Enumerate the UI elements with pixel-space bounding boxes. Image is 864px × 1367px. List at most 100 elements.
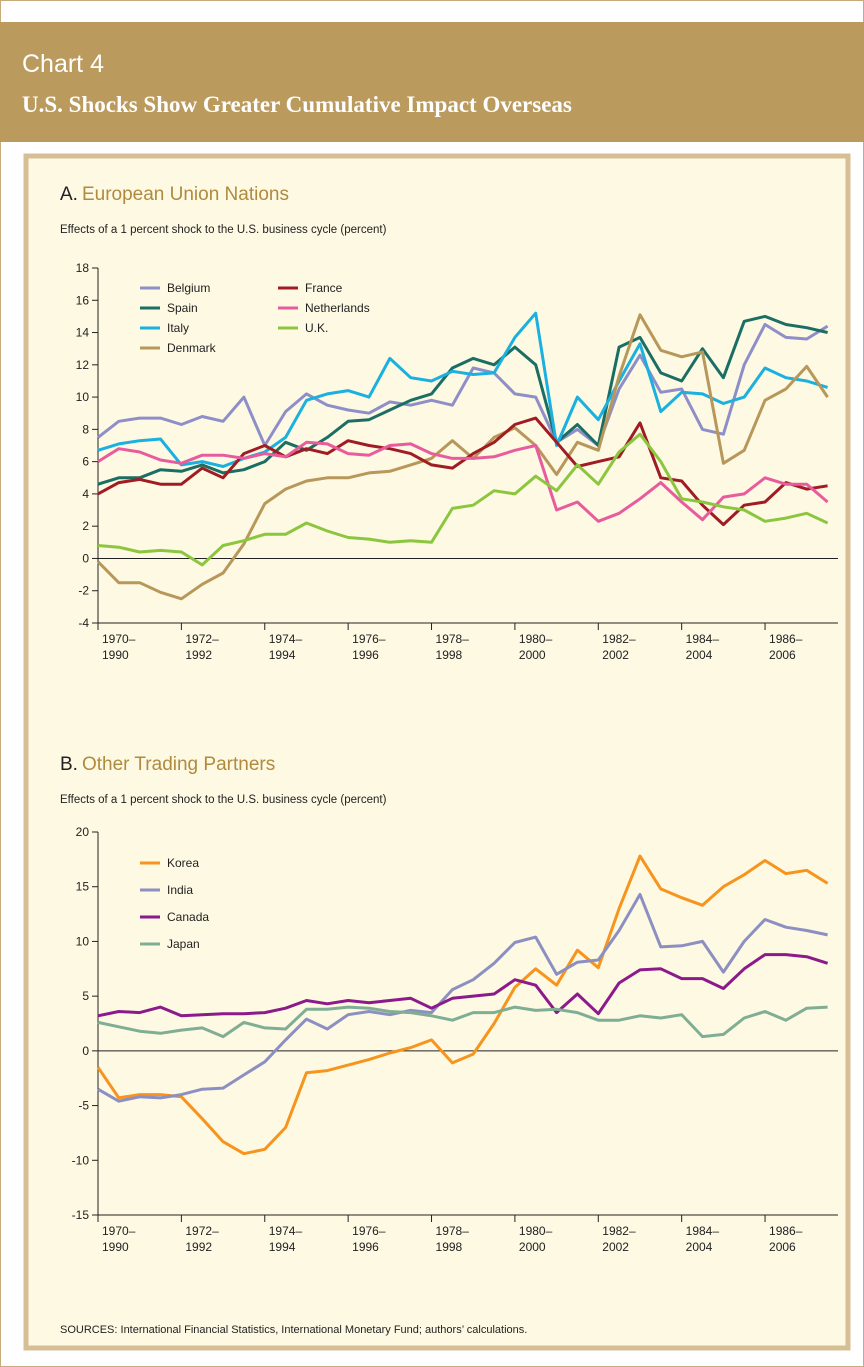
x-tick-label-line: 1974– bbox=[269, 632, 303, 646]
legend-label: Spain bbox=[167, 301, 198, 315]
x-tick-label-line: 1978– bbox=[436, 632, 470, 646]
x-tick-label-line: 1976– bbox=[352, 632, 386, 646]
x-tick-label-line: 1992 bbox=[185, 648, 212, 662]
y-tick-label: 18 bbox=[76, 261, 90, 275]
y-tick-label: 6 bbox=[82, 455, 89, 469]
legend-label: Netherlands bbox=[305, 301, 370, 315]
header-title: U.S. Shocks Show Greater Cumulative Impa… bbox=[22, 92, 572, 117]
legend-label: Canada bbox=[167, 910, 209, 924]
x-tick-label: 1986– 2006 bbox=[769, 1224, 803, 1254]
x-tick-label-line: 1980– bbox=[519, 632, 553, 646]
x-tick-label-line: 1980– bbox=[519, 1224, 553, 1238]
x-tick-label: 1980– 2000 bbox=[519, 632, 553, 662]
header-band bbox=[0, 22, 864, 142]
panel-title: European Union Nations bbox=[82, 184, 289, 205]
series-line bbox=[97, 432, 829, 567]
series-line bbox=[97, 953, 829, 1018]
x-tick-label: 1970– 1990 bbox=[102, 1224, 136, 1254]
x-tick-label: 1974– 1994 bbox=[269, 632, 303, 662]
y-tick-label: 8 bbox=[82, 422, 89, 436]
y-tick-label: 5 bbox=[82, 989, 89, 1003]
series-line bbox=[96, 313, 829, 601]
x-tick-label: 1974– 1994 bbox=[269, 1224, 303, 1254]
x-tick-label: 1982– 2002 bbox=[602, 1224, 636, 1254]
x-tick-label: 1978– 1998 bbox=[436, 632, 470, 662]
x-tick-label-line: 1976– bbox=[352, 1224, 386, 1238]
x-tick-label-line: 1970– bbox=[102, 632, 136, 646]
x-tick-label-line: 1990 bbox=[102, 648, 129, 662]
x-tick-label: 1976– 1996 bbox=[352, 632, 386, 662]
panel-heading: B. Other Trading Partners bbox=[60, 754, 275, 775]
y-tick-label: -10 bbox=[72, 1153, 90, 1167]
x-tick-label-line: 1984– bbox=[686, 1224, 720, 1238]
y-tick-label: -4 bbox=[78, 616, 89, 630]
x-tick-label-line: 1982– bbox=[602, 632, 636, 646]
x-tick-label-line: 1998 bbox=[436, 648, 463, 662]
panel-heading: A. European Union Nations bbox=[60, 184, 289, 205]
x-tick-label-line: 1986– bbox=[769, 632, 803, 646]
x-tick-label-line: 2000 bbox=[519, 1240, 546, 1254]
legend-label: Italy bbox=[167, 321, 189, 335]
series-line bbox=[97, 416, 828, 527]
series-line bbox=[96, 854, 829, 1156]
x-tick-label: 1972– 1992 bbox=[185, 1224, 219, 1254]
series-line bbox=[97, 1005, 828, 1039]
y-tick-label: 4 bbox=[82, 487, 89, 501]
y-tick-label: 15 bbox=[76, 880, 90, 894]
legend-label: Japan bbox=[167, 937, 200, 951]
series-line bbox=[97, 314, 828, 486]
x-tick-label-line: 1972– bbox=[185, 1224, 219, 1238]
x-tick-label: 1982– 2002 bbox=[602, 632, 636, 662]
x-tick-label-line: 1982– bbox=[602, 1224, 636, 1238]
y-tick-label: -5 bbox=[78, 1099, 89, 1113]
sources: SOURCES: International Financial Statist… bbox=[60, 1324, 527, 1336]
x-tick-label-line: 2000 bbox=[519, 648, 546, 662]
series-line bbox=[97, 892, 828, 1103]
y-tick-label: 12 bbox=[76, 358, 90, 372]
panel-label: B. bbox=[60, 754, 78, 775]
y-tick-label: 10 bbox=[76, 390, 90, 404]
x-tick-label-line: 1990 bbox=[102, 1240, 129, 1254]
panel-title: Other Trading Partners bbox=[82, 754, 275, 775]
y-tick-label: 16 bbox=[76, 293, 90, 307]
x-tick-label-line: 2004 bbox=[686, 1240, 713, 1254]
chart-label: Chart 4 bbox=[22, 50, 104, 78]
x-tick-label-line: 1996 bbox=[352, 648, 379, 662]
x-tick-label-line: 2006 bbox=[769, 648, 796, 662]
x-tick-label-line: 2006 bbox=[769, 1240, 796, 1254]
x-tick-label-line: 1972– bbox=[185, 632, 219, 646]
panel-label: A. bbox=[60, 184, 78, 205]
y-tick-label: -15 bbox=[72, 1208, 90, 1222]
axis-title: Effects of a 1 percent shock to the U.S.… bbox=[60, 224, 387, 236]
x-tick-label-line: 1986– bbox=[769, 1224, 803, 1238]
x-tick-label: 1980– 2000 bbox=[519, 1224, 553, 1254]
x-tick-label: 1972– 1992 bbox=[185, 632, 219, 662]
y-tick-label: 2 bbox=[82, 519, 89, 533]
x-tick-label-line: 1984– bbox=[686, 632, 720, 646]
y-tick-label: 20 bbox=[76, 825, 90, 839]
legend-label: France bbox=[305, 281, 343, 295]
x-tick-label: 1970– 1990 bbox=[102, 632, 136, 662]
legend-label: U.K. bbox=[305, 321, 328, 335]
x-tick-label-line: 1992 bbox=[185, 1240, 212, 1254]
panel bbox=[23, 153, 851, 1351]
x-tick-label-line: 1978– bbox=[436, 1224, 470, 1238]
legend-label: Korea bbox=[167, 856, 199, 870]
y-tick-label: 0 bbox=[82, 1044, 89, 1058]
x-tick-label: 1986– 2006 bbox=[769, 632, 803, 662]
x-tick-label: 1984– 2004 bbox=[686, 632, 720, 662]
axis-title: Effects of a 1 percent shock to the U.S.… bbox=[60, 794, 387, 806]
x-tick-label-line: 1994 bbox=[269, 1240, 296, 1254]
series-line bbox=[97, 323, 829, 447]
series-line bbox=[97, 440, 829, 523]
y-tick-label: 14 bbox=[76, 326, 90, 340]
x-tick-label-line: 1998 bbox=[436, 1240, 463, 1254]
x-tick-label-line: 1974– bbox=[269, 1224, 303, 1238]
y-tick-label: -2 bbox=[78, 584, 89, 598]
x-tick-label-line: 1970– bbox=[102, 1224, 136, 1238]
series-line bbox=[97, 311, 829, 468]
x-tick-label: 1978– 1998 bbox=[436, 1224, 470, 1254]
legend-label: India bbox=[167, 883, 193, 897]
legend-label: Belgium bbox=[167, 281, 210, 295]
